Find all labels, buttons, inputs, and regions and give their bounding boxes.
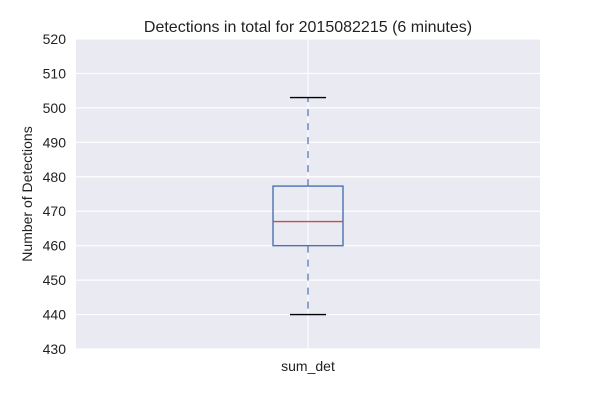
y-axis-label: Number of Detections <box>19 126 35 261</box>
y-tick-label: 480 <box>43 169 67 185</box>
box-plot-marks <box>272 96 344 316</box>
y-tick-label: 470 <box>43 203 67 219</box>
interquartile-box <box>272 185 344 247</box>
chart-title: Detections in total for 2015082215 (6 mi… <box>144 19 472 36</box>
y-tick-label: 450 <box>43 272 67 288</box>
y-tick-label: 520 <box>43 31 67 47</box>
y-tick-label: 500 <box>43 100 67 116</box>
y-tick-label: 430 <box>43 341 67 357</box>
x-axis-ticks: sum_det <box>281 358 335 374</box>
x-tick-label: sum_det <box>281 358 335 374</box>
y-tick-label: 490 <box>43 134 67 150</box>
y-tick-label: 440 <box>43 307 67 323</box>
y-tick-label: 460 <box>43 238 67 254</box>
y-tick-label: 510 <box>43 65 67 81</box>
y-axis-ticks: 430 440 450 460 470 480 490 500 510 520 <box>43 31 67 357</box>
